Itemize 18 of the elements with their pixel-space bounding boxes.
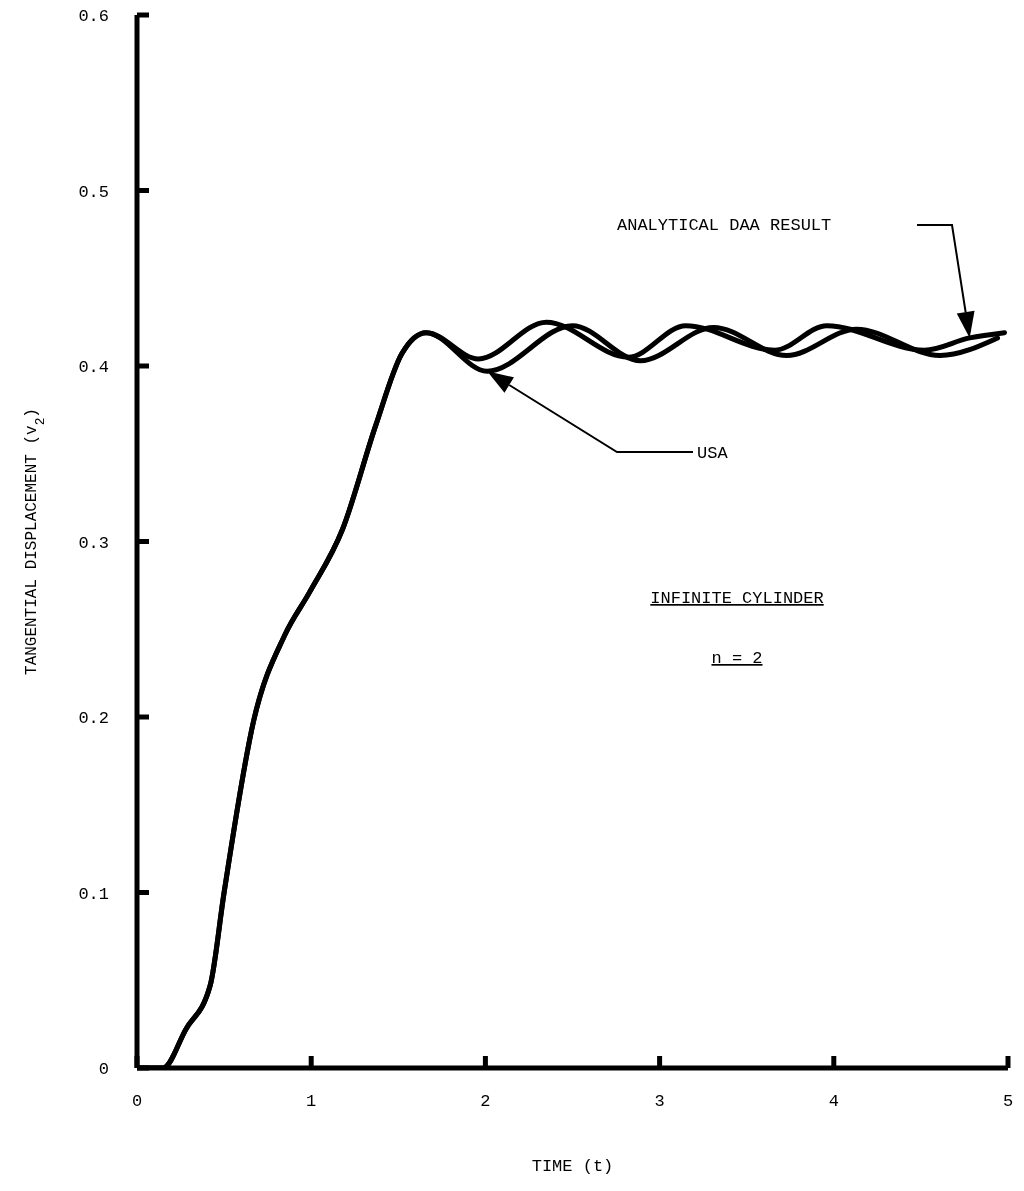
x-tick-label: 3 — [654, 1092, 665, 1111]
y-tick-label: 0.2 — [78, 709, 109, 728]
x-tick-label: 2 — [480, 1092, 491, 1111]
annotation: USA — [697, 444, 729, 463]
annotation: INFINITE CYLINDER — [650, 589, 824, 608]
x-tick-label: 1 — [306, 1092, 317, 1111]
x-axis-title: TIME (t) — [531, 1157, 614, 1176]
x-tick-label: 5 — [1002, 1092, 1014, 1111]
y-tick-label: 0.4 — [78, 358, 109, 377]
annotation: ANALYTICAL DAA RESULT — [617, 216, 832, 235]
y-tick-label: 0.6 — [78, 7, 109, 26]
x-tick-label: 4 — [828, 1092, 839, 1111]
y-tick-label: 0.5 — [78, 182, 109, 202]
x-tick-label: 0 — [131, 1092, 143, 1111]
y-tick-label: 0.3 — [78, 533, 109, 553]
annotation: n = 2 — [711, 649, 763, 668]
y-tick-label: 0 — [98, 1060, 109, 1079]
y-tick-label: 0.1 — [78, 884, 109, 904]
